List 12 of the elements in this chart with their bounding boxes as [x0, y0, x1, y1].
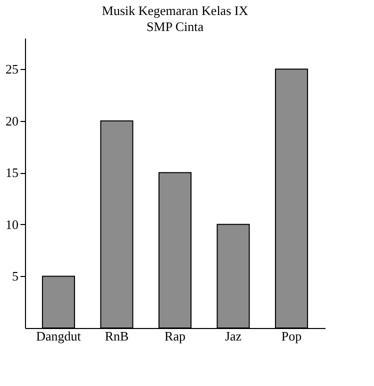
x-tick-label: Dangdut	[36, 328, 82, 344]
y-tick-label: 5	[12, 268, 18, 284]
y-tick-label: 15	[6, 165, 18, 180]
y-tick-label: 25	[6, 62, 18, 77]
x-tick-label: Jaz	[224, 328, 242, 344]
chart-subtitle: SMP Cinta	[146, 19, 204, 34]
x-tick-label: Pop	[281, 328, 302, 344]
chart-title: Musik Kegemaran Kelas IX	[102, 3, 249, 18]
x-tick-label: Rap	[164, 328, 186, 344]
x-tick-label: RnB	[104, 328, 129, 344]
y-tick-label: 10	[6, 216, 18, 232]
y-tick-label: 20	[6, 113, 18, 128]
